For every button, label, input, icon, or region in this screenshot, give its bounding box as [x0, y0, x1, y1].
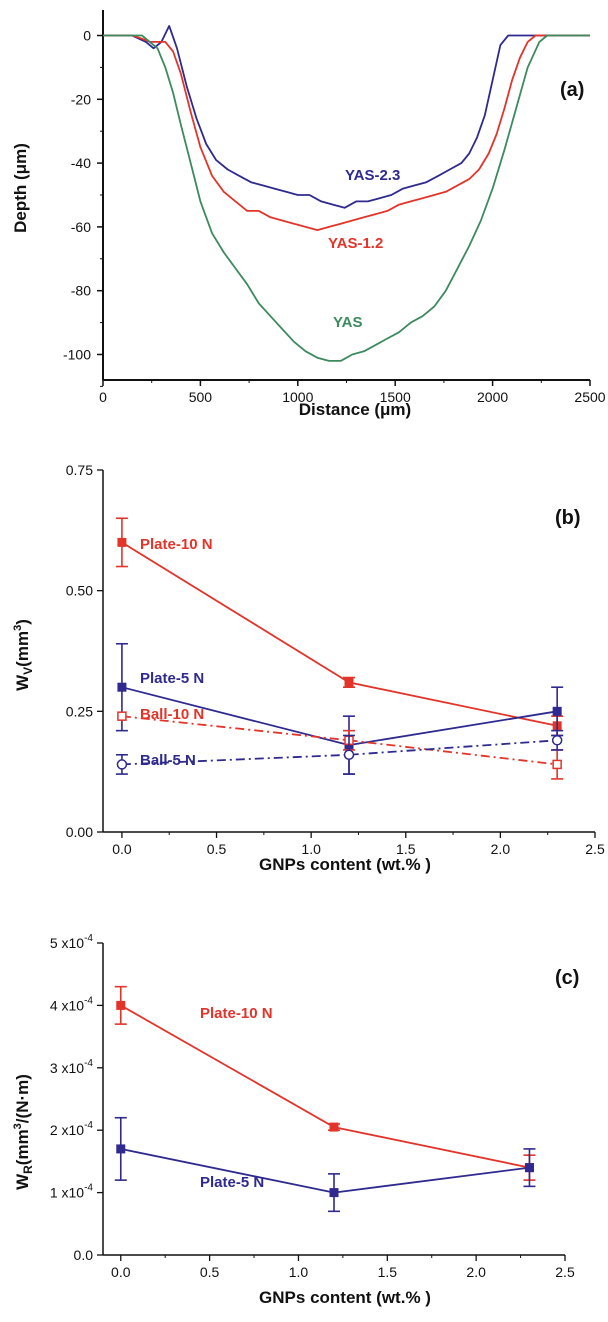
- y-tick-label-b: 0.25: [66, 703, 93, 719]
- y-tick-label-c: 0.0: [74, 1247, 94, 1263]
- x-tick-label-b: 1.5: [396, 841, 416, 857]
- series-label-ball-10n: Ball-10 N: [140, 706, 204, 723]
- x-tick-label-a: 500: [189, 389, 213, 405]
- y-tick-label-c: 3 x10-4: [50, 1058, 94, 1076]
- data-point-plate-5-n: [117, 682, 127, 692]
- x-tick-label-a: 1500: [380, 389, 411, 405]
- x-tick-label-b: 2.5: [585, 841, 605, 857]
- y-tick-label-b: 0.50: [66, 583, 93, 599]
- data-point-ball-5-n: [551, 735, 563, 746]
- series-label-plate-5n-c: Plate-5 N: [200, 1174, 264, 1191]
- x-tick-label-a: 0: [99, 389, 107, 405]
- x-tick-label-a: 1000: [282, 389, 313, 405]
- data-point-plate-5-n: [329, 1188, 339, 1198]
- x-tick-label-c: 1.0: [289, 1264, 309, 1280]
- series-label-plate-5n-b: Plate-5 N: [140, 670, 204, 687]
- y-tick-label-a: -40: [71, 155, 91, 171]
- x-tick-label-a: 2000: [477, 389, 508, 405]
- x-axis-label-b: GNPs content (wt.% ): [259, 855, 431, 874]
- x-tick-label-b: 1.0: [301, 841, 321, 857]
- y-tick-label-c: 4 x10-4: [50, 995, 94, 1013]
- y-tick-label-b: 0.00: [66, 824, 93, 840]
- x-tick-label-c: 2.0: [466, 1264, 486, 1280]
- panel-b-label: (b): [555, 507, 581, 529]
- panel-a: 0 500 1000 1500 2000 2500 0 -20 -40 -60 -80 -100 (a…: [11, 10, 606, 419]
- x-tick-label-c: 2.5: [555, 1264, 575, 1280]
- x-tick-label-c: 1.5: [378, 1264, 398, 1280]
- x-tick-label-b: 2.0: [491, 841, 511, 857]
- data-point-plate-5-n: [524, 1163, 534, 1173]
- data-point-ball-5-n: [116, 759, 128, 770]
- panel-b: 0.0 0.5 1.0 1.5 2.0 2.5 0.00 0.25 0.50 0.75 (b) P…: [12, 462, 605, 874]
- panel-a-lines: [103, 24, 590, 362]
- data-point-plate-10-n: [117, 537, 127, 547]
- y-axis-label-c: WR(mm3/(N·m): [12, 1074, 35, 1190]
- x-axis-label-a: Distance (μm): [299, 400, 411, 419]
- series-label-plate-10n-b: Plate-10 N: [140, 536, 213, 553]
- series-label-yas-1.2: YAS-1.2: [328, 235, 383, 252]
- series-label-yas-2.3: YAS-2.3: [345, 167, 400, 184]
- panel-a-label: (a): [560, 79, 584, 101]
- data-point-plate-10-n: [116, 1000, 126, 1010]
- y-tick-label-c: 1 x10-4: [50, 1183, 94, 1201]
- y-tick-label-a: -100: [63, 346, 91, 362]
- y-tick-label-a: 0: [83, 28, 91, 44]
- series-line-yas-2.3: [103, 24, 590, 209]
- data-point-plate-5-n: [552, 706, 562, 716]
- panel-c-axes: 0.0 0.5 1.0 1.5 2.0 2.5 0.0 1 x10-4 2 x10-4 3 x10…: [50, 933, 575, 1280]
- y-tick-label-b: 0.75: [66, 462, 93, 478]
- data-point-plate-10-n: [344, 677, 354, 687]
- series-label-yas: YAS: [333, 314, 362, 331]
- panel-c-lines: [114, 985, 536, 1213]
- series-line-plate-10-n: [120, 1004, 530, 1169]
- y-axis-label-b: WV(mm3): [12, 619, 35, 691]
- data-point-ball-10-n: [117, 711, 127, 721]
- x-tick-label-a: 2500: [574, 389, 605, 405]
- panel-a-axes: 0 500 1000 1500 2000 2500 0 -20 -40 -60 -80 -100: [63, 10, 606, 405]
- y-tick-label-c: 2 x10-4: [50, 1120, 94, 1138]
- y-tick-label-a: -60: [71, 219, 91, 235]
- panel-b-axes: 0.0 0.5 1.0 1.5 2.0 2.5 0.00 0.25 0.50 0.75: [66, 462, 605, 857]
- series-line-plate-10-n: [121, 541, 558, 727]
- y-tick-label-c: 5 x10-4: [50, 933, 94, 951]
- x-tick-label-b: 0.0: [112, 841, 132, 857]
- series-line-yas-1.2: [103, 34, 590, 232]
- x-tick-label-c: 0.5: [200, 1264, 220, 1280]
- y-tick-label-a: -20: [71, 91, 91, 107]
- data-point-ball-5-n: [343, 749, 355, 761]
- y-tick-label-a: -80: [71, 283, 91, 299]
- series-line-ball-5-n: [121, 739, 558, 766]
- x-tick-label-c: 0.0: [111, 1264, 131, 1280]
- panel-c-label: (c): [555, 967, 579, 989]
- data-point-plate-10-n: [329, 1122, 339, 1132]
- x-tick-label-b: 0.5: [207, 841, 227, 857]
- panel-c: 0.0 0.5 1.0 1.5 2.0 2.5 0.0 1 x10-4 2 x10-4 3 x10…: [12, 933, 579, 1307]
- panel-b-lines: [115, 517, 564, 780]
- y-axis-label-a: Depth (μm): [11, 143, 30, 233]
- data-point-ball-10-n: [552, 759, 562, 770]
- series-label-plate-10n-c: Plate-10 N: [200, 1005, 273, 1022]
- x-axis-label-c: GNPs content (wt.% ): [259, 1288, 431, 1307]
- series-line-yas: [103, 34, 590, 362]
- series-label-ball-5n: Ball-5 N: [140, 752, 196, 769]
- data-point-plate-5-n: [116, 1144, 126, 1154]
